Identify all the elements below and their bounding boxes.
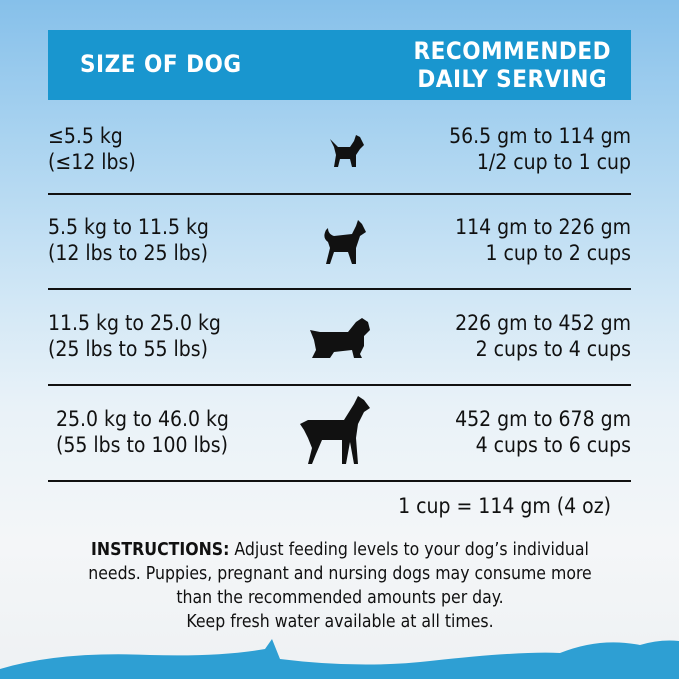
serving-grams: 56.5 gm to 114 gm	[449, 124, 631, 148]
spaniel-dog-icon	[310, 318, 370, 358]
instructions-line3: than the recommended amounts per day.	[176, 588, 504, 608]
weight-lbs: (12 lbs to 25 lbs)	[48, 241, 208, 265]
weight-kg: 5.5 kg to 11.5 kg	[48, 215, 209, 239]
weight-lbs: (55 lbs to 100 lbs)	[56, 433, 228, 457]
husky-dog-icon	[324, 220, 366, 264]
table-row: ≤5.5 kg (≤12 lbs) 56.5 gm to 114 gm 1/2 cu…	[48, 97, 631, 195]
instructions-label: INSTRUCTIONS:	[91, 540, 230, 560]
serving-cups: 1 cup to 2 cups	[485, 241, 631, 265]
weight-kg: 25.0 kg to 46.0 kg	[56, 407, 229, 431]
table-row: 11.5 kg to 25.0 kg (25 lbs to 55 lbs) 226…	[48, 288, 631, 386]
serving-grams: 452 gm to 678 gm	[455, 407, 631, 431]
weight-lbs: (25 lbs to 55 lbs)	[48, 337, 208, 361]
weight-lbs: (≤12 lbs)	[48, 150, 136, 174]
weight-kg: 11.5 kg to 25.0 kg	[48, 311, 221, 335]
instructions-line4: Keep fresh water available at all times.	[186, 612, 494, 632]
weight-kg: ≤5.5 kg	[48, 124, 123, 148]
serving-cups: 1/2 cup to 1 cup	[476, 150, 631, 174]
small-terrier-dog-icon	[330, 135, 364, 167]
water-wave-decoration	[0, 639, 679, 679]
serving-heading-line2: DAILY SERVING	[417, 65, 608, 93]
instructions: INSTRUCTIONS: Adjust feeding levels to y…	[30, 538, 650, 634]
serving-heading-line1: RECOMMENDED	[413, 37, 611, 65]
great-dane-dog-icon	[300, 396, 370, 464]
instructions-line2: needs. Puppies, pregnant and nursing dog…	[88, 564, 592, 584]
size-of-dog-heading: SIZE OF DOG	[80, 50, 242, 78]
serving-grams: 226 gm to 452 gm	[455, 311, 631, 335]
daily-serving-heading: RECOMMENDED DAILY SERVING	[414, 37, 612, 93]
instructions-line1: Adjust feeding levels to your dog’s indi…	[229, 540, 589, 560]
table-row: 5.5 kg to 11.5 kg (12 lbs to 25 lbs) 114 …	[48, 192, 631, 290]
serving-cups: 4 cups to 6 cups	[475, 433, 631, 457]
serving-grams: 114 gm to 226 gm	[455, 215, 631, 239]
serving-cups: 2 cups to 4 cups	[475, 337, 631, 361]
cup-conversion-note: 1 cup = 114 gm (4 oz)	[398, 494, 611, 518]
table-header: SIZE OF DOG RECOMMENDED DAILY SERVING	[48, 30, 631, 100]
table-row: 25.0 kg to 46.0 kg (55 lbs to 100 lbs) 45…	[48, 384, 631, 482]
